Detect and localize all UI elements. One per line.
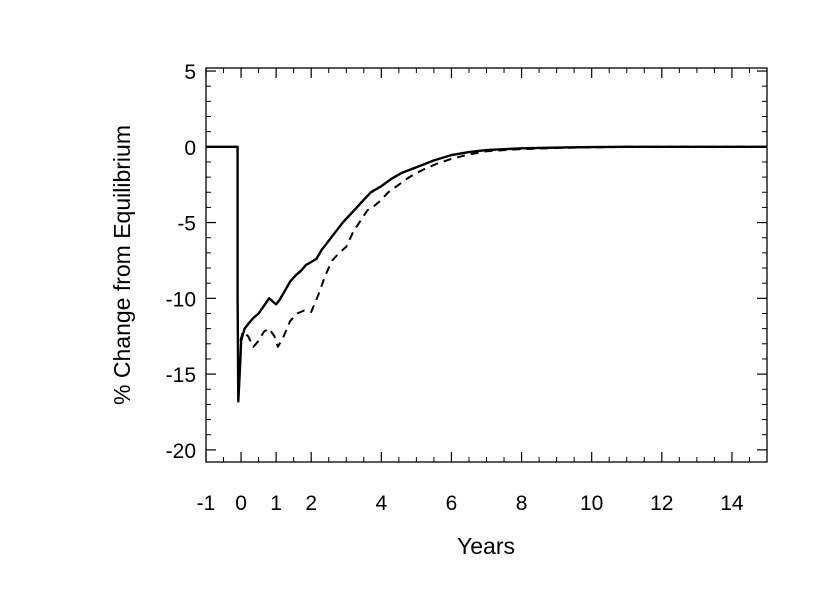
x-tick-label: 8	[516, 492, 528, 515]
y-tick-label: -5	[177, 213, 196, 236]
y-tick-label: 5	[184, 61, 196, 84]
x-tick-label: 12	[650, 492, 673, 515]
y-tick-label: -20	[166, 440, 196, 463]
tick-labels: 50-5-10-15-20-1 0 1 2 4 6 8 10 12 14	[166, 61, 744, 515]
x-tick-label: -1	[197, 492, 216, 515]
plot-frame	[205, 67, 768, 463]
y-tick-label: -10	[166, 288, 196, 311]
series-lines	[206, 145, 767, 403]
y-tick-label: -15	[166, 364, 196, 387]
solid-series-line	[206, 145, 767, 403]
y-axis-label: % Change from Equilibrium	[109, 125, 135, 405]
x-axis-label: Years	[457, 533, 515, 559]
x-tick-label: 4	[375, 492, 387, 515]
x-tick-label: 1	[270, 492, 282, 515]
dashed-series-line	[239, 145, 767, 348]
axis-ticks	[205, 68, 768, 462]
x-tick-label: 6	[446, 492, 458, 515]
x-tick-label: 10	[580, 492, 603, 515]
x-tick-label: 2	[305, 492, 317, 515]
y-tick-label: 0	[184, 137, 196, 160]
x-tick-label: 14	[720, 492, 744, 515]
x-tick-label: 0	[235, 492, 247, 515]
